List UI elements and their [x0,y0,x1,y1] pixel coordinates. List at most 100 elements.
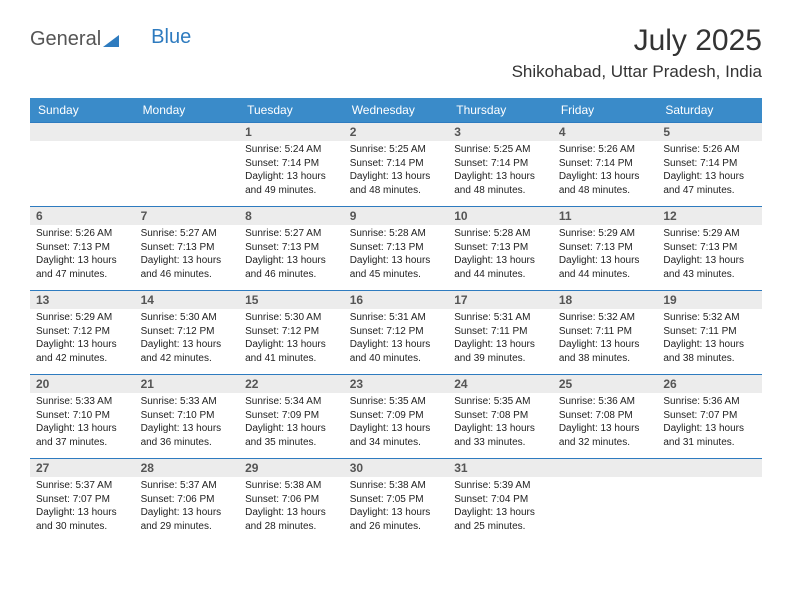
weekday-header: Sunday [30,98,135,123]
day-number: 19 [657,291,762,309]
sunrise-line: Sunrise: 5:29 AM [36,311,129,325]
sunset-line: Sunset: 7:10 PM [36,409,129,423]
daylight-line: Daylight: 13 hours and 46 minutes. [245,254,338,281]
calendar-body: 1Sunrise: 5:24 AMSunset: 7:14 PMDaylight… [30,123,762,543]
sunrise-line: Sunrise: 5:25 AM [350,143,443,157]
calendar-cell: 16Sunrise: 5:31 AMSunset: 7:12 PMDayligh… [344,291,449,375]
day-number: 6 [30,207,135,225]
sunrise-line: Sunrise: 5:27 AM [141,227,234,241]
calendar-cell: 3Sunrise: 5:25 AMSunset: 7:14 PMDaylight… [448,123,553,207]
day-details: Sunrise: 5:26 AMSunset: 7:13 PMDaylight:… [30,225,135,285]
calendar-cell: 19Sunrise: 5:32 AMSunset: 7:11 PMDayligh… [657,291,762,375]
day-details: Sunrise: 5:37 AMSunset: 7:07 PMDaylight:… [30,477,135,537]
daylight-line: Daylight: 13 hours and 42 minutes. [36,338,129,365]
sunrise-line: Sunrise: 5:36 AM [559,395,652,409]
sunset-line: Sunset: 7:05 PM [350,493,443,507]
day-details: Sunrise: 5:33 AMSunset: 7:10 PMDaylight:… [30,393,135,453]
day-details: Sunrise: 5:32 AMSunset: 7:11 PMDaylight:… [657,309,762,369]
sunrise-line: Sunrise: 5:26 AM [663,143,756,157]
daylight-line: Daylight: 13 hours and 28 minutes. [245,506,338,533]
sunset-line: Sunset: 7:11 PM [559,325,652,339]
daylight-line: Daylight: 13 hours and 49 minutes. [245,170,338,197]
day-number: 12 [657,207,762,225]
sunrise-line: Sunrise: 5:26 AM [559,143,652,157]
calendar-cell: 11Sunrise: 5:29 AMSunset: 7:13 PMDayligh… [553,207,658,291]
sunrise-line: Sunrise: 5:26 AM [36,227,129,241]
day-details: Sunrise: 5:39 AMSunset: 7:04 PMDaylight:… [448,477,553,537]
calendar-cell: 12Sunrise: 5:29 AMSunset: 7:13 PMDayligh… [657,207,762,291]
day-number: 28 [135,459,240,477]
sunset-line: Sunset: 7:12 PM [245,325,338,339]
sunrise-line: Sunrise: 5:38 AM [245,479,338,493]
day-number: 2 [344,123,449,141]
weekday-header-row: SundayMondayTuesdayWednesdayThursdayFrid… [30,98,762,123]
day-details: Sunrise: 5:32 AMSunset: 7:11 PMDaylight:… [553,309,658,369]
day-details: Sunrise: 5:33 AMSunset: 7:10 PMDaylight:… [135,393,240,453]
day-details: Sunrise: 5:29 AMSunset: 7:13 PMDaylight:… [553,225,658,285]
daylight-line: Daylight: 13 hours and 43 minutes. [663,254,756,281]
day-number: 22 [239,375,344,393]
day-number: 10 [448,207,553,225]
sunset-line: Sunset: 7:12 PM [36,325,129,339]
daylight-line: Daylight: 13 hours and 33 minutes. [454,422,547,449]
sunrise-line: Sunrise: 5:35 AM [454,395,547,409]
calendar-cell: 10Sunrise: 5:28 AMSunset: 7:13 PMDayligh… [448,207,553,291]
sunrise-line: Sunrise: 5:38 AM [350,479,443,493]
day-number: 14 [135,291,240,309]
weekday-header: Thursday [448,98,553,123]
sunset-line: Sunset: 7:13 PM [350,241,443,255]
calendar-cell: 26Sunrise: 5:36 AMSunset: 7:07 PMDayligh… [657,375,762,459]
day-details: Sunrise: 5:24 AMSunset: 7:14 PMDaylight:… [239,141,344,201]
sunset-line: Sunset: 7:13 PM [141,241,234,255]
day-number: 13 [30,291,135,309]
weekday-header: Tuesday [239,98,344,123]
sunrise-line: Sunrise: 5:33 AM [36,395,129,409]
sunrise-line: Sunrise: 5:29 AM [663,227,756,241]
day-details: Sunrise: 5:29 AMSunset: 7:13 PMDaylight:… [657,225,762,285]
sunset-line: Sunset: 7:13 PM [245,241,338,255]
day-number: 21 [135,375,240,393]
sunset-line: Sunset: 7:14 PM [559,157,652,171]
day-details: Sunrise: 5:25 AMSunset: 7:14 PMDaylight:… [344,141,449,201]
sunrise-line: Sunrise: 5:31 AM [454,311,547,325]
calendar-cell [553,459,658,543]
calendar-cell: 25Sunrise: 5:36 AMSunset: 7:08 PMDayligh… [553,375,658,459]
day-details: Sunrise: 5:29 AMSunset: 7:12 PMDaylight:… [30,309,135,369]
day-details: Sunrise: 5:27 AMSunset: 7:13 PMDaylight:… [135,225,240,285]
day-details: Sunrise: 5:25 AMSunset: 7:14 PMDaylight:… [448,141,553,201]
day-number: 25 [553,375,658,393]
sunset-line: Sunset: 7:14 PM [663,157,756,171]
day-number: 3 [448,123,553,141]
calendar-cell [30,123,135,207]
location: Shikohabad, Uttar Pradesh, India [512,62,762,82]
daylight-line: Daylight: 13 hours and 42 minutes. [141,338,234,365]
weekday-header: Saturday [657,98,762,123]
logo-word-2: Blue [151,26,191,49]
calendar-cell: 6Sunrise: 5:26 AMSunset: 7:13 PMDaylight… [30,207,135,291]
day-number [553,459,658,477]
day-number: 30 [344,459,449,477]
daylight-line: Daylight: 13 hours and 44 minutes. [559,254,652,281]
sunrise-line: Sunrise: 5:27 AM [245,227,338,241]
day-details: Sunrise: 5:36 AMSunset: 7:07 PMDaylight:… [657,393,762,453]
day-number [135,123,240,141]
calendar-cell: 7Sunrise: 5:27 AMSunset: 7:13 PMDaylight… [135,207,240,291]
day-number: 23 [344,375,449,393]
sunrise-line: Sunrise: 5:30 AM [245,311,338,325]
sunset-line: Sunset: 7:13 PM [559,241,652,255]
daylight-line: Daylight: 13 hours and 47 minutes. [663,170,756,197]
sunset-line: Sunset: 7:09 PM [245,409,338,423]
day-number [30,123,135,141]
daylight-line: Daylight: 13 hours and 48 minutes. [454,170,547,197]
sunrise-line: Sunrise: 5:30 AM [141,311,234,325]
sunset-line: Sunset: 7:10 PM [141,409,234,423]
sunset-line: Sunset: 7:06 PM [141,493,234,507]
sunset-line: Sunset: 7:07 PM [663,409,756,423]
title-block: July 2025 Shikohabad, Uttar Pradesh, Ind… [512,24,762,82]
daylight-line: Daylight: 13 hours and 29 minutes. [141,506,234,533]
sunset-line: Sunset: 7:12 PM [350,325,443,339]
daylight-line: Daylight: 13 hours and 39 minutes. [454,338,547,365]
sunrise-line: Sunrise: 5:28 AM [454,227,547,241]
day-number: 29 [239,459,344,477]
calendar-cell: 4Sunrise: 5:26 AMSunset: 7:14 PMDaylight… [553,123,658,207]
